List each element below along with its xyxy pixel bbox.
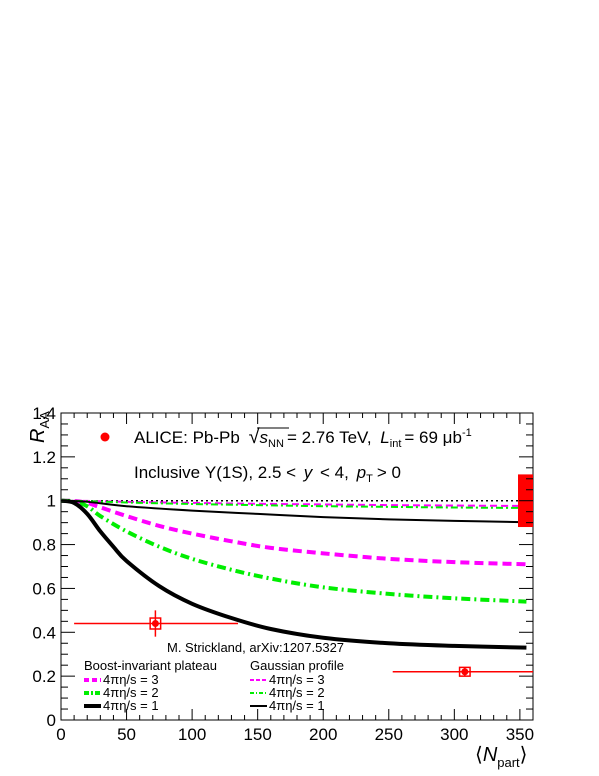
y-tick-label: 1.4 <box>32 404 56 423</box>
y-tick-label: 1.2 <box>32 448 56 467</box>
data-marker <box>151 620 159 628</box>
legend-data-label: ALICE: Pb-Pb √sNN = 2.76 TeV, Lint = 69 μb… <box>134 426 472 450</box>
legend-group-title: Boost-invariant plateau <box>84 658 217 673</box>
legend-label: 4πη/s = 1 <box>103 698 159 713</box>
legend-group-title: Gaussian profile <box>250 658 344 673</box>
y-tick-label: 0 <box>47 711 56 730</box>
y-tick-label: 0.2 <box>32 667 56 686</box>
legend-label: 4πη/s = 2 <box>269 685 325 700</box>
legend-label: 4πη/s = 1 <box>269 698 325 713</box>
systematic-box <box>458 666 471 677</box>
model-curve <box>60 498 527 650</box>
systematic-box <box>149 617 162 630</box>
model-curve <box>60 499 527 507</box>
model-curves <box>60 498 527 650</box>
axis-ticks: 0 50 100 150 200 250 300 350 0 0.2 0.4 0.6 0.8 1 1.2 1.… <box>32 404 534 744</box>
x-tick-label: 100 <box>178 725 206 744</box>
data-marker <box>461 668 469 676</box>
y-tick-label: 0.4 <box>32 623 56 642</box>
selection-label: Inclusive Υ(1S), 2.5 < y < 4, pT > 0 <box>134 463 401 485</box>
x-tick-label: 250 <box>375 725 403 744</box>
y-tick-label: 0.8 <box>32 536 56 555</box>
x-axis-label: ⟨Npart⟩ <box>475 744 527 770</box>
model-curve <box>60 498 527 567</box>
model-curve <box>60 498 527 604</box>
data-points <box>74 610 533 677</box>
legend-data-marker <box>100 432 110 442</box>
model-curve <box>60 499 527 524</box>
legend-label: 4πη/s = 3 <box>269 672 325 687</box>
x-tick-label: 150 <box>243 725 271 744</box>
legend-label: 4πη/s = 2 <box>103 685 159 700</box>
y-tick-label: 0.6 <box>32 579 56 598</box>
x-tick-label: 350 <box>506 725 534 744</box>
x-tick-label: 50 <box>117 725 136 744</box>
x-tick-label: 0 <box>56 725 65 744</box>
legend-label: 4πη/s = 3 <box>103 672 159 687</box>
model-credit: M. Strickland, arXiv:1207.5327 <box>167 640 344 655</box>
y-tick-label: 1 <box>47 492 56 511</box>
model-curve <box>60 499 527 509</box>
x-tick-label: 300 <box>440 725 468 744</box>
x-tick-label: 200 <box>309 725 337 744</box>
y-axis-label: RAA <box>27 411 52 443</box>
